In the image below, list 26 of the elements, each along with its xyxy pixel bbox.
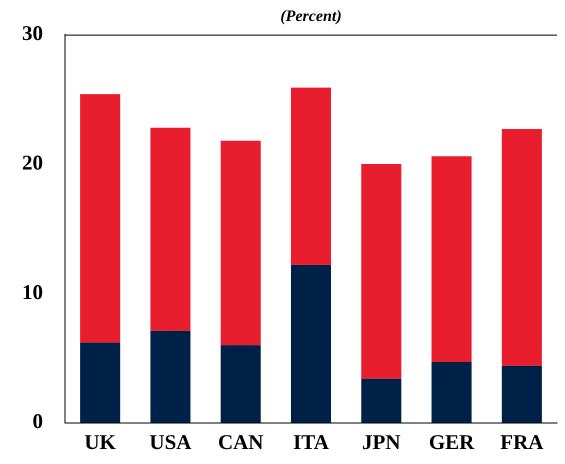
bar — [80, 94, 120, 343]
bar — [432, 362, 472, 423]
bar — [361, 378, 402, 423]
bar — [220, 140, 261, 346]
x-tick-label: USA — [149, 430, 192, 454]
y-tick-label: 20 — [22, 150, 43, 174]
x-tick-label: FRA — [500, 430, 544, 454]
bar — [361, 164, 402, 379]
bar — [502, 129, 542, 366]
bar — [150, 330, 190, 423]
bar — [502, 366, 542, 423]
x-tick-label: JPN — [362, 430, 401, 454]
bar — [220, 345, 261, 423]
bar — [290, 88, 332, 265]
bar — [290, 264, 332, 423]
x-tick-label: CAN — [218, 430, 264, 454]
bar — [150, 128, 190, 331]
x-tick-label: UK — [84, 430, 117, 454]
bar — [80, 342, 120, 423]
bar — [432, 156, 472, 362]
y-tick-label: 0 — [32, 409, 43, 434]
y-tick-label: 30 — [22, 21, 43, 46]
x-tick-label: GER — [428, 430, 476, 454]
x-tick-label: ITA — [293, 430, 330, 454]
y-tick-label: 10 — [22, 280, 43, 304]
chart-subtitle: (Percent) — [279, 8, 343, 26]
